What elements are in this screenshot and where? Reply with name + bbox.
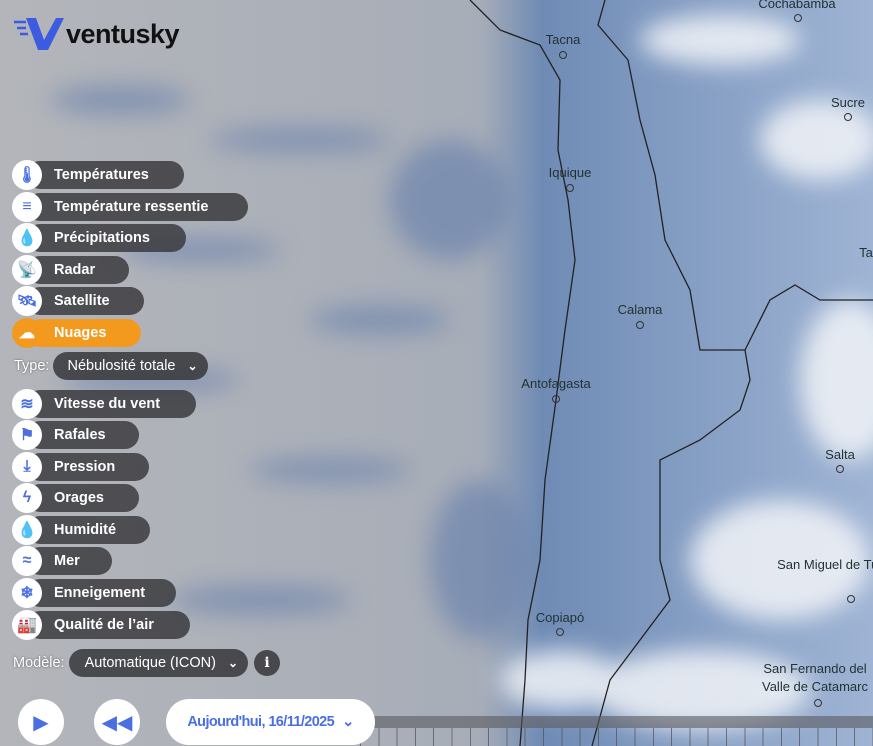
layer-label: Qualité de l’air xyxy=(54,617,154,633)
city-marker-icon[interactable] xyxy=(794,14,802,22)
logo-v-icon xyxy=(14,18,64,50)
layer-label: Radar xyxy=(54,262,96,278)
layer-pill xyxy=(26,224,186,252)
layer-label: Satellite xyxy=(54,293,110,309)
layer-3[interactable]: 📡 Radar xyxy=(12,255,129,285)
city-marker-icon[interactable] xyxy=(814,699,822,707)
layer-6[interactable]: ≋ Vitesse du vent xyxy=(12,389,196,419)
cloud-icon: ☁ xyxy=(12,318,42,348)
chevron-down-icon: ⌄ xyxy=(227,656,239,670)
layer-label: Vitesse du vent xyxy=(54,396,161,412)
layer-label: Pression xyxy=(54,459,116,475)
layer-pill xyxy=(26,193,248,221)
city-label: Copiapó xyxy=(535,610,585,625)
drop-icon: 💧 xyxy=(12,223,42,253)
city-label: Calama xyxy=(617,302,663,317)
humidity-drop-icon: 💧 xyxy=(12,515,42,545)
layer-label: Température ressentie xyxy=(54,199,209,215)
layer-label: Températures xyxy=(54,167,149,183)
city-marker-icon[interactable] xyxy=(556,628,564,636)
layer-pill xyxy=(26,319,141,347)
waves-icon: ≈ xyxy=(12,546,42,576)
chevron-down-icon: ⌄ xyxy=(342,714,354,730)
play-icon: ▶ xyxy=(33,711,49,734)
layer-pill xyxy=(26,256,129,284)
layer-label: Précipitations xyxy=(54,230,150,246)
type-selector-row: Type: Nébulosité totale ⌄ xyxy=(14,352,208,380)
rewind-icon: ◀◀ xyxy=(101,711,133,734)
ventusky-logo[interactable]: ventusky xyxy=(14,16,180,52)
gust-flag-icon: ⚑ xyxy=(12,420,42,450)
layer-label: Orages xyxy=(54,490,104,506)
timeline-ticks[interactable] xyxy=(360,728,873,746)
layer-pill xyxy=(26,161,184,189)
layer-5[interactable]: ☁ Nuages xyxy=(12,318,141,348)
feels-like-thermometer-icon: ≡ xyxy=(12,192,42,222)
city-marker-icon[interactable] xyxy=(566,184,574,192)
model-value: Automatique (ICON) xyxy=(84,655,216,671)
layer-11[interactable]: ≈ Mer xyxy=(12,546,112,576)
city-label: San Miguel de Tucum xyxy=(777,557,873,572)
layer-pill xyxy=(26,579,176,607)
type-value: Nébulosité totale xyxy=(67,358,176,374)
type-dropdown[interactable]: Nébulosité totale ⌄ xyxy=(53,352,208,380)
model-label: Modèle: xyxy=(13,655,65,671)
pressure-arrow-icon: ⤓ xyxy=(12,452,42,482)
city-label: Antofagasta xyxy=(521,376,591,391)
chevron-down-icon: ⌄ xyxy=(187,359,198,373)
type-label: Type: xyxy=(14,358,50,374)
date-value: Aujourd'hui, 16/11/2025 xyxy=(187,714,335,730)
city-label: Iquique xyxy=(548,165,592,180)
city-marker-icon[interactable] xyxy=(552,395,560,403)
model-selector-row: Modèle: Automatique (ICON) ⌄ i xyxy=(13,649,281,677)
layer-label: Rafales xyxy=(54,427,106,443)
city-label: San Fernando del Valle de Catamarc xyxy=(762,661,868,694)
radar-dish-icon: 📡 xyxy=(12,255,42,285)
date-selector[interactable]: Aujourd'hui, 16/11/2025 ⌄ xyxy=(166,699,375,745)
timeline-bar[interactable] xyxy=(360,716,873,728)
layer-pill xyxy=(26,611,190,639)
layer-label: Humidité xyxy=(54,522,117,538)
layer-10[interactable]: 💧 Humidité xyxy=(12,515,150,545)
rewind-button[interactable]: ◀◀ xyxy=(94,699,140,745)
city-marker-icon[interactable] xyxy=(844,113,852,121)
layer-12[interactable]: ❄ Enneigement xyxy=(12,578,176,608)
logo-text: ventusky xyxy=(66,18,180,49)
layer-13[interactable]: 🏭 Qualité de l’air xyxy=(12,610,190,640)
layer-4[interactable]: 🛰 Satellite xyxy=(12,286,144,316)
layer-9[interactable]: ϟ Orages xyxy=(12,483,139,513)
layer-7[interactable]: ⚑ Rafales xyxy=(12,420,139,450)
lightning-icon: ϟ xyxy=(12,483,42,513)
info-button[interactable]: i xyxy=(254,650,281,676)
snowflake-icon: ❄ xyxy=(12,578,42,608)
city-label: Cochabamba xyxy=(758,0,836,11)
layer-label: Nuages xyxy=(54,325,107,341)
city-marker-icon[interactable] xyxy=(559,51,567,59)
city-label: Ta xyxy=(859,245,873,260)
layer-2[interactable]: 💧 Précipitations xyxy=(12,223,186,253)
play-button[interactable]: ▶ xyxy=(18,699,64,745)
layer-8[interactable]: ⤓ Pression xyxy=(12,452,149,482)
layer-pill xyxy=(26,516,150,544)
city-label: Salta xyxy=(825,447,855,462)
layer-pill xyxy=(26,421,139,449)
layer-0[interactable]: 🌡 Températures xyxy=(12,160,184,190)
layer-1[interactable]: ≡ Température ressentie xyxy=(12,192,248,222)
city-label: Tacna xyxy=(545,32,581,47)
thermometer-icon: 🌡 xyxy=(12,160,42,190)
layer-pill xyxy=(26,287,144,315)
layer-pill xyxy=(26,453,149,481)
layer-label: Enneigement xyxy=(54,585,146,601)
layer-pill xyxy=(26,390,196,418)
city-label: Sucre xyxy=(831,95,865,110)
factory-icon: 🏭 xyxy=(12,610,42,640)
model-dropdown[interactable]: Automatique (ICON) ⌄ xyxy=(68,649,249,677)
layer-pill xyxy=(26,484,139,512)
city-marker-icon[interactable] xyxy=(636,321,644,329)
city-marker-icon[interactable] xyxy=(836,465,844,473)
city-marker-icon[interactable] xyxy=(847,595,855,603)
layer-label: Mer xyxy=(54,553,80,569)
satellite-icon: 🛰 xyxy=(12,286,42,316)
wind-icon: ≋ xyxy=(12,389,42,419)
